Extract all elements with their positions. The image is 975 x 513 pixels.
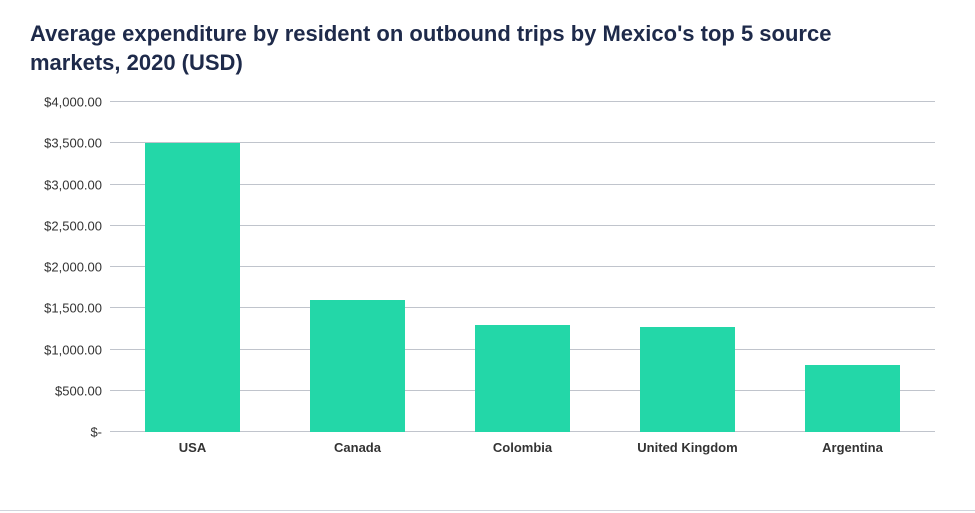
y-axis-label: $4,000.00 bbox=[44, 95, 102, 110]
x-axis-labels: USACanadaColombiaUnited KingdomArgentina bbox=[110, 432, 935, 462]
x-axis-label: USA bbox=[110, 432, 275, 462]
plot-area: $-$500.00$1,000.00$1,500.00$2,000.00$2,5… bbox=[110, 102, 935, 462]
bar-slot bbox=[605, 102, 770, 432]
chart-container: Average expenditure by resident on outbo… bbox=[0, 0, 975, 513]
x-axis-label: Argentina bbox=[770, 432, 935, 462]
y-axis-label: $1,500.00 bbox=[44, 301, 102, 316]
y-axis-label: $1,000.00 bbox=[44, 342, 102, 357]
bar bbox=[805, 365, 901, 433]
y-axis-label: $2,500.00 bbox=[44, 218, 102, 233]
y-axis-label: $3,500.00 bbox=[44, 136, 102, 151]
x-axis-label: United Kingdom bbox=[605, 432, 770, 462]
outer-bottom-border bbox=[0, 510, 975, 511]
bar-slot bbox=[440, 102, 605, 432]
chart-title: Average expenditure by resident on outbo… bbox=[30, 20, 850, 77]
y-axis-label: $2,000.00 bbox=[44, 260, 102, 275]
bar-slot bbox=[275, 102, 440, 432]
bars-row bbox=[110, 102, 935, 432]
y-axis-label: $- bbox=[90, 425, 102, 440]
bar bbox=[145, 143, 241, 432]
bar bbox=[640, 327, 736, 433]
bar-slot bbox=[770, 102, 935, 432]
x-axis-label: Colombia bbox=[440, 432, 605, 462]
y-axis-label: $500.00 bbox=[55, 383, 102, 398]
y-axis-label: $3,000.00 bbox=[44, 177, 102, 192]
bar-slot bbox=[110, 102, 275, 432]
bar bbox=[475, 325, 571, 432]
bar bbox=[310, 300, 406, 432]
x-axis-label: Canada bbox=[275, 432, 440, 462]
